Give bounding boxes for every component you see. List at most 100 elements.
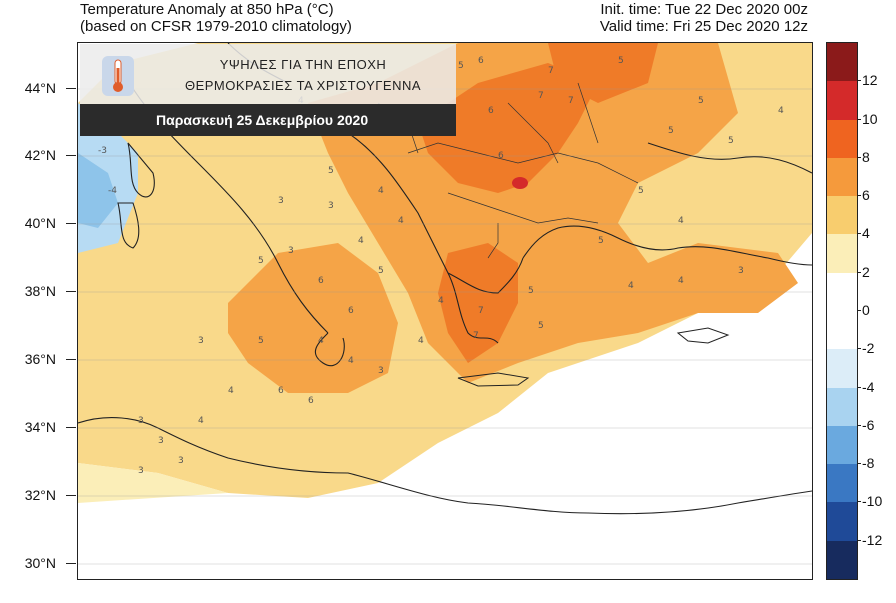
colorbar-label: 12 [862, 72, 878, 89]
contour-label: 3 [328, 201, 334, 211]
colorbar-tick [857, 539, 861, 541]
contour-label: 6 [488, 106, 494, 116]
contour-label: 5 [728, 136, 734, 146]
contour-label: 4 [318, 336, 324, 346]
contour-label: 5 [618, 56, 624, 66]
cyprus-island [676, 327, 730, 344]
colorbar-segment [827, 119, 857, 159]
colorbar-segment [827, 157, 857, 197]
colorbar-segment [827, 196, 857, 235]
contour-label: 4 [438, 296, 444, 306]
contour-label: 3 [198, 336, 204, 346]
colorbar-tick [857, 348, 861, 350]
crete-island [457, 372, 530, 387]
colorbar-tick [857, 271, 861, 273]
colorbar-tick [857, 424, 861, 426]
latitude-tick [66, 359, 76, 360]
banner-date-bar: Παρασκευή 25 Δεκεμβρίου 2020 [80, 104, 456, 136]
banner-line2: ΘΕΡΜΟΚΡΑΣΙΕΣ ΤΑ ΧΡΙΣΤΟΥΓΕΝΝΑ [184, 78, 422, 93]
contour-label: 3 [278, 196, 284, 206]
colorbar-tick [857, 386, 861, 388]
contour-label: 5 [458, 61, 464, 71]
latitude-label: 30°N [24, 555, 56, 571]
banner-line1: ΥΨΗΛΕΣ ΓΙΑ ΤΗΝ ΕΠΟΧΗ [219, 57, 387, 72]
latitude-label: 38°N [24, 283, 56, 299]
colorbar-segment [827, 349, 857, 389]
colorbar-label: -8 [862, 455, 875, 472]
colorbar-tick [857, 310, 861, 311]
anomaly-zone-6-8-balkans [418, 63, 598, 193]
contour-label: 5 [258, 336, 264, 346]
init-time: Init. time: Tue 22 Dec 2020 00z [600, 1, 808, 18]
latitude-tick [66, 563, 76, 564]
colorbar-segment [827, 387, 857, 427]
contour-label: 5 [638, 186, 644, 196]
colorbar-label: -2 [862, 340, 875, 357]
latitude-tick [66, 155, 76, 156]
latitude-tick [66, 223, 76, 224]
latitude-label: 32°N [24, 487, 56, 503]
contour-label: 5 [328, 166, 334, 176]
colorbar-label: -6 [862, 416, 875, 433]
colorbar-label: -4 [862, 378, 875, 395]
colorbar-segment [827, 464, 857, 503]
coastlines [78, 43, 812, 515]
contour-label: 7 [538, 91, 544, 101]
contour-label: 4 [778, 106, 784, 116]
colorbar-label: 4 [862, 225, 870, 242]
contour-label: -4 [108, 186, 117, 196]
contour-label: 6 [348, 306, 354, 316]
colorbar-segment [827, 311, 857, 350]
colorbar-tick [857, 118, 861, 120]
colorbar-label: 10 [862, 110, 878, 127]
contour-label: 4 [348, 356, 354, 366]
contour-label: 5 [698, 96, 704, 106]
colorbar-label: 8 [862, 148, 870, 165]
colorbar-label: 6 [862, 187, 870, 204]
contour-label: 5 [378, 266, 384, 276]
contour-label: 7 [568, 96, 574, 106]
contour-label: 3 [738, 266, 744, 276]
contour-label: 3 [158, 436, 164, 446]
forecast-times: Init. time: Tue 22 Dec 2020 00z Valid ti… [600, 1, 808, 35]
contour-label: 5 [528, 286, 534, 296]
map-title-line2: (based on CFSR 1979-2010 climatology) [80, 18, 352, 35]
map-title: Temperature Anomaly at 850 hPa (°C) (bas… [80, 1, 352, 35]
contour-label: 6 [318, 276, 324, 286]
colorbar-segment [827, 234, 857, 274]
contour-label: 4 [228, 386, 234, 396]
colorbar-tick [857, 463, 861, 465]
colorbar-label: -10 [862, 493, 883, 510]
latitude-label: 42°N [24, 147, 56, 163]
contour-label: 4 [678, 216, 684, 226]
colorbar-segment [827, 502, 857, 542]
colorbar-segment [827, 43, 857, 82]
contour-label: 4 [378, 186, 384, 196]
latitude-tick [66, 88, 76, 89]
contour-label: 6 [308, 396, 314, 406]
anomaly-zone-2-4-pale [78, 463, 228, 503]
contour-label: 3 [138, 466, 144, 476]
contour-label: 4 [398, 216, 404, 226]
anomaly-zone-negative-inner [78, 153, 118, 228]
anomaly-hotspot [512, 177, 528, 189]
colorbar-label: 0 [862, 302, 870, 318]
contour-label: 4 [418, 336, 424, 346]
thermometer-icon [102, 56, 134, 96]
contour-label: 3 [378, 366, 384, 376]
contour-label: 3 [178, 456, 184, 466]
contour-label: 4 [678, 276, 684, 286]
contour-label: 5 [538, 321, 544, 331]
contour-label: 7 [473, 331, 479, 341]
contour-label: 5 [258, 256, 264, 266]
latitude-label: 44°N [24, 80, 56, 96]
contour-label: 3 [288, 246, 294, 256]
contour-label: 5 [668, 126, 674, 136]
lat-gridlines [78, 88, 812, 565]
contour-label: 4 [628, 281, 634, 291]
anomaly-zone-6-8-north [548, 43, 658, 103]
anomaly-zone-4-6-west [228, 243, 398, 393]
anomaly-zone-6-8-greece [438, 243, 518, 363]
contour-label: 6 [478, 56, 484, 66]
contour-label: 6 [278, 386, 284, 396]
